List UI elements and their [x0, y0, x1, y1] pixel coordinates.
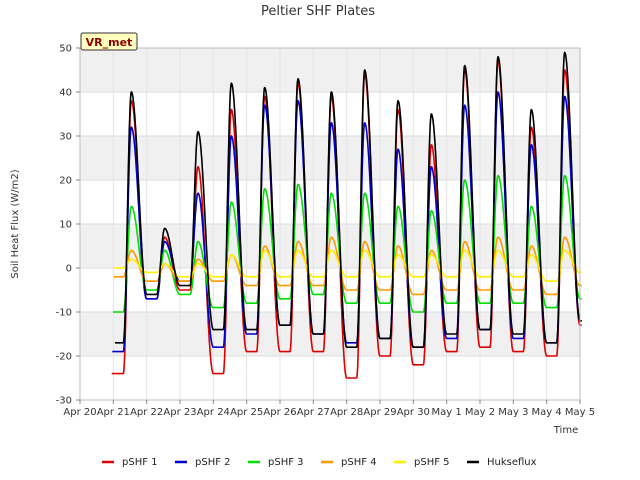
site-badge: VR_met	[80, 32, 138, 51]
y-tick-label: -10	[56, 308, 72, 319]
y-tick-label: 0	[66, 264, 72, 275]
y-tick-label: 10	[59, 220, 72, 231]
series-layer	[111, 51, 583, 379]
x-tick-label: Apr 22	[130, 407, 163, 418]
legend-label: pSHF 1	[122, 457, 158, 468]
x-tick-label: May 5	[565, 407, 595, 418]
plot-band	[80, 48, 580, 92]
legend-label: Hukseflux	[487, 457, 537, 468]
x-axis-ticks: Apr 20 Apr 21 Apr 22 Apr 23 Apr 24 Apr 25 Apr …	[63, 400, 595, 418]
chart-title: Peltier SHF Plates	[261, 4, 375, 19]
y-tick-label: 40	[59, 88, 72, 99]
x-tick-label: May 3	[498, 407, 528, 418]
x-tick-label: Apr 28	[330, 407, 363, 418]
x-tick-label: Apr 25	[230, 407, 263, 418]
y-axis-title: Soil Heat Flux (W/m2)	[10, 169, 21, 278]
x-tick-label: Apr 20	[63, 407, 96, 418]
x-tick-label: May 1	[432, 407, 462, 418]
x-tick-label: May 2	[465, 407, 495, 418]
series-line-pshf-3	[112, 174, 583, 313]
y-tick-label: -20	[56, 352, 72, 363]
plot-band	[80, 312, 580, 356]
site-badge-label: VR_met	[86, 36, 133, 49]
x-tick-label: Apr 24	[197, 407, 230, 418]
legend-label: pSHF 5	[414, 457, 450, 468]
legend: pSHF 1 pSHF 2 pSHF 3 pSHF 4 pSHF 5 Hukseflux	[102, 457, 537, 468]
series-line-hukseflux	[114, 51, 583, 348]
y-tick-label: -30	[56, 396, 72, 407]
y-tick-label: 20	[59, 176, 72, 187]
x-tick-label: Apr 29	[363, 407, 396, 418]
x-tick-label: Apr 26	[263, 407, 296, 418]
x-tick-label: Apr 21	[97, 407, 130, 418]
x-tick-label: Apr 27	[297, 407, 330, 418]
x-tick-label: Apr 23	[163, 407, 196, 418]
y-axis-ticks: -30 -20 -10 0 10 20 30 40 50	[56, 44, 80, 407]
x-axis-title: Time	[553, 425, 578, 436]
x-tick-label: May 4	[532, 407, 562, 418]
legend-label: pSHF 2	[195, 457, 231, 468]
site-badge-box	[80, 32, 138, 51]
y-tick-label: 30	[59, 132, 72, 143]
legend-label: pSHF 3	[268, 457, 304, 468]
series-line-pshf-5	[113, 249, 583, 282]
legend-label: pSHF 4	[341, 457, 377, 468]
x-tick-label: Apr 30	[397, 407, 430, 418]
y-tick-label: 50	[59, 44, 72, 55]
